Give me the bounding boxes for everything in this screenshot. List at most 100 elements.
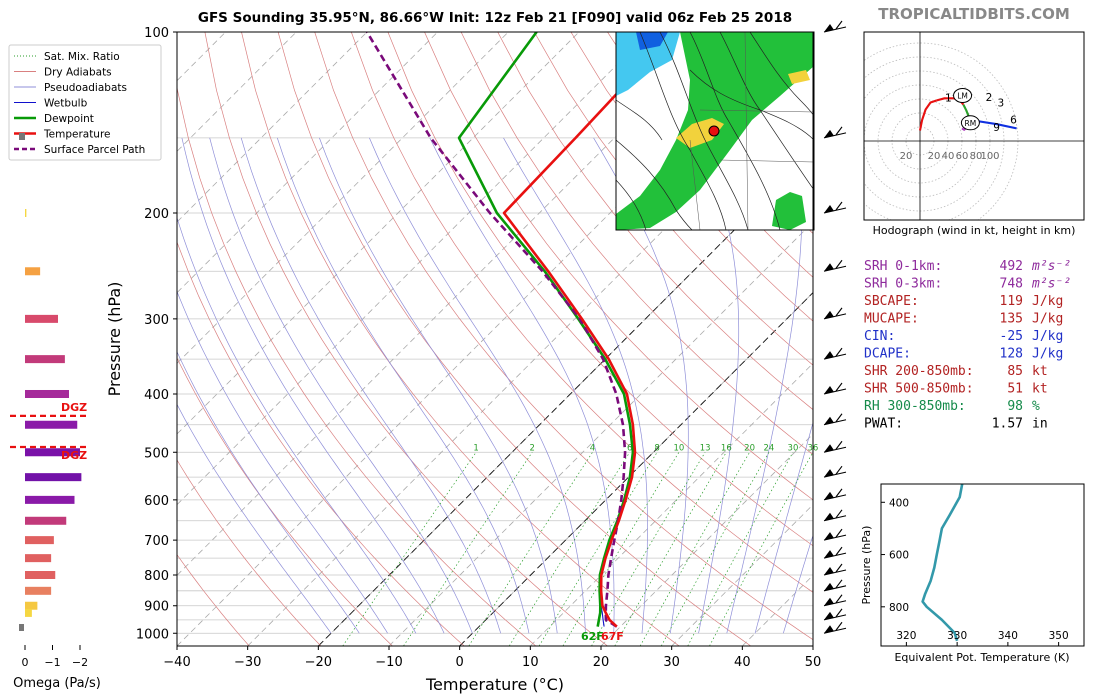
- omega-bar: [25, 448, 80, 457]
- barb-feather: [835, 201, 843, 211]
- pseudoadiabat: [782, 534, 813, 634]
- index-label: CIN:: [864, 329, 895, 344]
- dry-adiabat: [387, 32, 813, 547]
- barb-feather: [835, 528, 843, 538]
- legend-label: Dry Adiabats: [44, 67, 112, 79]
- dry-adiabat: [204, 32, 608, 646]
- inset-map-contour: [689, 32, 781, 230]
- barb-feather: [835, 20, 843, 30]
- barb-feather: [835, 621, 843, 631]
- barb-feather: [835, 347, 843, 357]
- mixing-ratio-line: [403, 452, 533, 646]
- wind-barb: [823, 307, 847, 320]
- barb-pennant: [824, 512, 834, 521]
- y-tick-label: 400: [144, 388, 169, 403]
- pseudoadiabat: [177, 290, 388, 634]
- hodograph-ring-label: 100: [980, 151, 999, 162]
- storm-motion-marker: [953, 88, 973, 103]
- isotherm-line: [530, 362, 813, 646]
- dry-adiabat: [460, 32, 813, 455]
- barb-pennant: [824, 416, 834, 425]
- omega-tick-label: 0: [22, 656, 29, 669]
- dry-adiabat: [177, 459, 322, 646]
- theta-e-x-tick-label: 330: [947, 630, 967, 642]
- mixing-ratio-label: 4: [590, 443, 595, 453]
- y-tick-label: 900: [144, 600, 169, 615]
- omega-bar: [25, 420, 78, 429]
- inset-map-border: [744, 32, 749, 230]
- pseudoadiabat: [177, 350, 360, 634]
- highlight-isotherm: [318, 150, 813, 646]
- legend-label: Sat. Mix. Ratio: [44, 51, 120, 63]
- mixing-ratio-line: [468, 452, 593, 646]
- x-tick-label: −10: [375, 655, 402, 670]
- pseudoadiabat: [429, 137, 615, 634]
- dry-adiabat: [241, 32, 680, 646]
- index-value: 51: [1007, 382, 1023, 397]
- mixing-ratio-label: 24: [764, 443, 775, 453]
- barb-pennant: [824, 550, 834, 559]
- barb-pennant: [824, 582, 834, 591]
- inset-map-border: [719, 159, 814, 163]
- index-unit: J/kg: [1032, 329, 1063, 344]
- skewt-frame: [176, 31, 814, 647]
- omega-xlabel: Omega (Pa/s): [13, 676, 101, 691]
- index-value: 119: [1000, 294, 1023, 309]
- index-unit: m²s⁻²: [1031, 259, 1071, 274]
- dry-adiabat: [533, 32, 813, 366]
- storm-motion-label: RM: [965, 119, 977, 128]
- barb-pennant: [824, 385, 834, 394]
- omega-bar: [25, 601, 38, 610]
- mixing-ratio-label: 6: [627, 443, 632, 453]
- index-value: 98: [1007, 399, 1023, 414]
- isotherm-line: [177, 32, 509, 364]
- barb-feather: [835, 608, 843, 618]
- barb-feather: [835, 126, 843, 136]
- inset-map-contour: [639, 32, 727, 230]
- wind-barb: [823, 509, 847, 522]
- index-unit: J/kg: [1032, 347, 1063, 362]
- barb-feather: [835, 546, 843, 556]
- wind-barb: [823, 579, 847, 592]
- index-label: MUCAPE:: [864, 312, 919, 327]
- pseudoadiabat: [696, 137, 740, 634]
- omega-bar: [25, 389, 69, 398]
- inset-map-contour: [616, 99, 663, 141]
- dry-adiabat: [177, 240, 465, 646]
- barb-feather: [835, 259, 843, 269]
- theta-e-ylabel: Pressure (hPa): [860, 526, 873, 605]
- barb-feather: [835, 563, 843, 573]
- legend: Sat. Mix. Ratio Dry Adiabats Pseudoadiabat…: [8, 44, 162, 161]
- theta-e-frame-bg: [881, 484, 1084, 646]
- omega-bar: [25, 473, 82, 482]
- omega-bar: [25, 608, 32, 617]
- x-tick-label: 40: [734, 655, 751, 670]
- dry-adiabat: [497, 32, 813, 411]
- x-tick-label: −30: [234, 655, 261, 670]
- omega-tick-label: −2: [72, 656, 88, 669]
- omega-bar: [25, 208, 27, 217]
- omega-bar: [25, 554, 52, 563]
- mixing-ratio-line: [591, 452, 706, 646]
- theta-e-y-tick-label: 400: [889, 497, 909, 509]
- indices-table: SRH 0-1km: 492 m²s⁻² SRH 0-3km: 748 m²s⁻² SBCA…: [864, 259, 1071, 432]
- pseudoadiabat: [177, 403, 332, 634]
- dry-adiabat: [314, 32, 813, 641]
- index-label: SRH 0-3km:: [864, 277, 942, 292]
- hodograph-ring-label: 80: [970, 151, 983, 162]
- inset-map-contour: [659, 32, 749, 230]
- site-watermark: TROPICALTIDBITS.COM: [878, 5, 1070, 23]
- barb-feather: [835, 594, 843, 604]
- skewt-xlabel: Temperature (°C): [425, 675, 564, 694]
- wind-barb: [823, 488, 847, 501]
- isotherm-line: [177, 32, 580, 435]
- mixing-ratio-label: 13: [700, 443, 711, 453]
- omega-bar: [25, 586, 52, 595]
- dry-adiabat: [277, 32, 752, 646]
- index-unit: m²s⁻²: [1031, 277, 1071, 292]
- surface-dewpoint-label: 62F: [581, 630, 604, 643]
- isotherm-line: [177, 32, 297, 152]
- x-tick-label: 50: [805, 655, 822, 670]
- legend-label: Pseudoadiabats: [44, 82, 127, 94]
